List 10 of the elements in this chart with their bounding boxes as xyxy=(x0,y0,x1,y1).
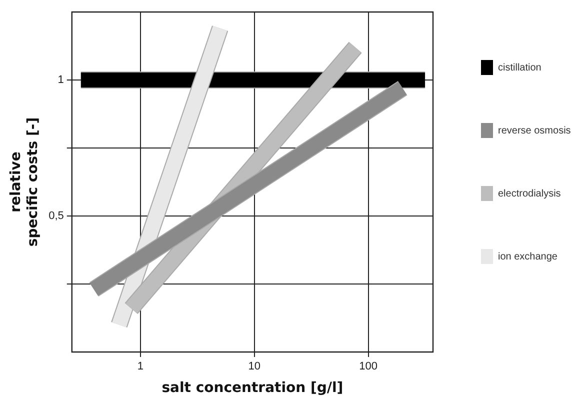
x-tick-label: 10 xyxy=(248,360,260,373)
legend-label: reverse osmosis xyxy=(498,125,571,136)
legend-label: cistillation xyxy=(498,62,542,74)
legend-label: ion exchange xyxy=(498,251,558,262)
legend-label: electrodialysis xyxy=(498,188,561,200)
x-axis-title: salt concentration [g/l] xyxy=(162,380,344,396)
x-tick-label: 1 xyxy=(137,360,144,373)
y-tick-label: 0,5 xyxy=(48,210,64,222)
x-tick-label: 100 xyxy=(359,360,378,373)
y-axis-title: relative specific costs [-] xyxy=(8,117,41,247)
